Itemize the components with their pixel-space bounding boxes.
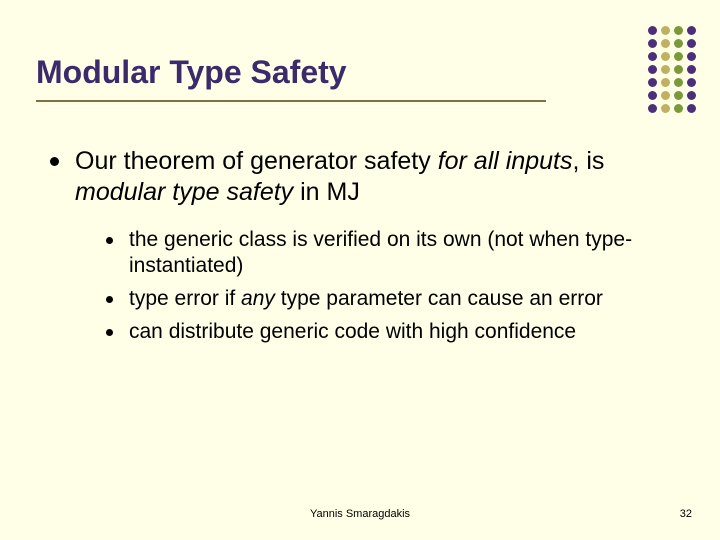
title-underline — [36, 100, 546, 102]
decoration-dot-grid — [644, 26, 696, 117]
footer-author: Yannis Smaragdakis — [0, 508, 720, 520]
slide: Modular Type Safety Our theorem of gener… — [0, 0, 720, 540]
bullet-text: can distribute generic code with high co… — [129, 319, 576, 346]
bullet-lvl2: the generic class is verified on its own… — [106, 227, 670, 281]
bullet-text: Our theorem of generator safety for all … — [75, 146, 670, 209]
bullet-dot-icon — [106, 296, 113, 303]
bullet-text: type error if any type parameter can cau… — [129, 286, 603, 313]
slide-body: Our theorem of generator safety for all … — [50, 146, 670, 352]
footer-page-number: 32 — [680, 508, 692, 520]
bullet-text: the generic class is verified on its own… — [129, 227, 670, 281]
bullet-dot-icon — [106, 237, 113, 244]
bullet-lvl2: can distribute generic code with high co… — [106, 319, 670, 346]
bullet-lvl1: Our theorem of generator safety for all … — [50, 146, 670, 209]
bullet-lvl2: type error if any type parameter can cau… — [106, 286, 670, 313]
bullet-dot-icon — [106, 329, 113, 336]
sub-bullet-list: the generic class is verified on its own… — [106, 227, 670, 347]
bullet-dot-icon — [50, 157, 59, 166]
slide-title: Modular Type Safety — [36, 54, 347, 91]
